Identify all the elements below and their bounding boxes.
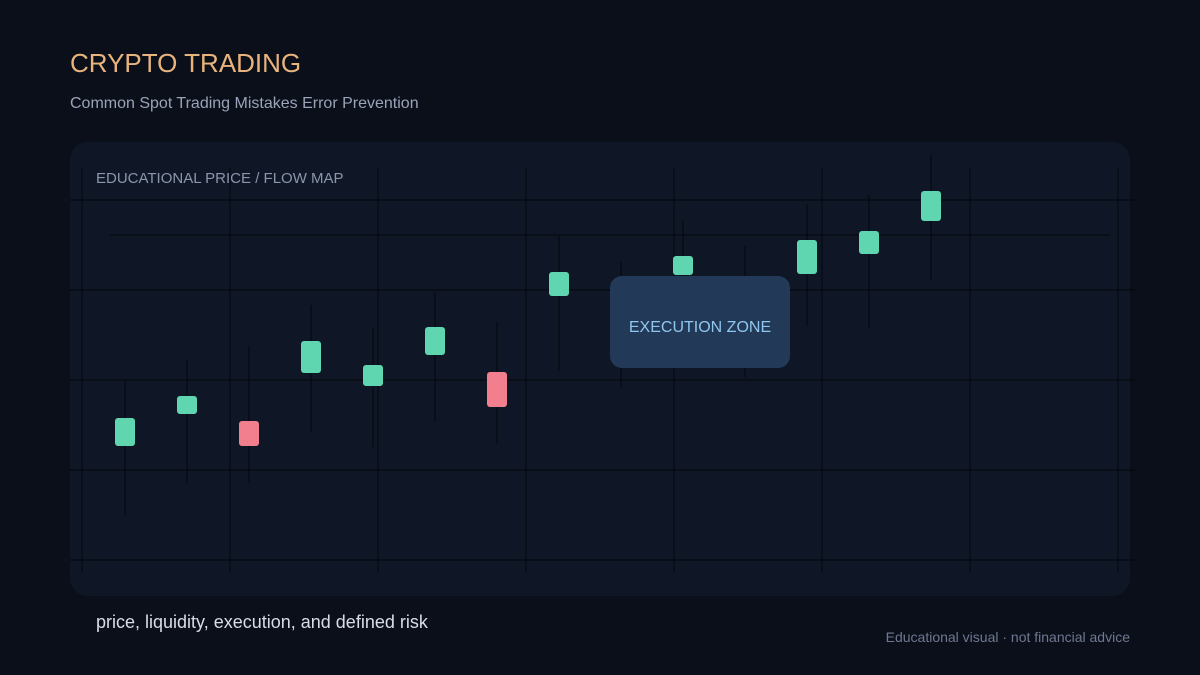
candle-body bbox=[549, 272, 569, 296]
caption: price, liquidity, execution, and defined… bbox=[96, 612, 429, 632]
candle-body bbox=[487, 372, 507, 407]
candle-body bbox=[859, 231, 879, 254]
subtitle: Common Spot Trading Mistakes Error Preve… bbox=[70, 95, 419, 112]
title: CRYPTO TRADING bbox=[70, 48, 301, 78]
candle-body bbox=[363, 365, 383, 386]
candle-body bbox=[921, 191, 941, 221]
disclaimer: Educational visual · not financial advic… bbox=[886, 629, 1131, 645]
panel-label: EDUCATIONAL PRICE / FLOW MAP bbox=[96, 170, 344, 187]
panel bbox=[70, 142, 1130, 596]
execution-zone bbox=[610, 276, 790, 368]
candle-body bbox=[115, 418, 135, 446]
grid bbox=[70, 168, 1135, 572]
candle-body bbox=[673, 256, 693, 275]
candle-body bbox=[177, 396, 197, 414]
candle-body bbox=[239, 421, 259, 446]
candle-body bbox=[425, 327, 445, 355]
candle-body bbox=[797, 240, 817, 274]
candle-body bbox=[301, 341, 321, 373]
zone-label: EXECUTION ZONE bbox=[629, 319, 771, 336]
